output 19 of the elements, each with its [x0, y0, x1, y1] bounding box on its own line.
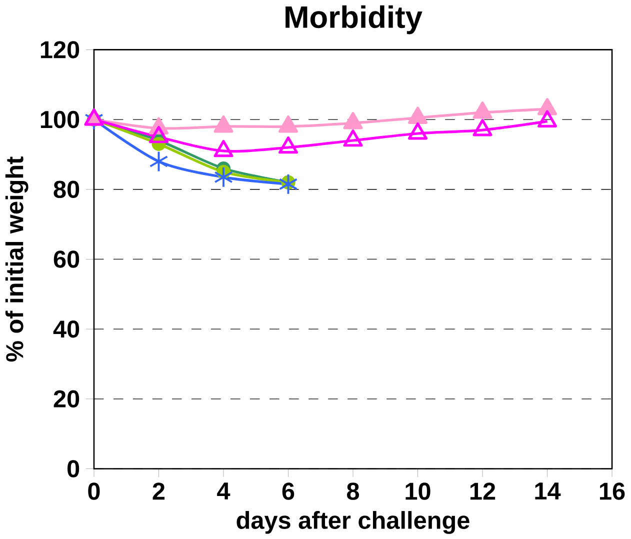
x-tick-label: 6	[282, 482, 294, 500]
y-tick-label: 120	[40, 40, 80, 58]
x-tick-label: 16	[600, 482, 625, 500]
y-tick-label: 80	[54, 180, 80, 198]
y-axis-title: % of initial weight	[5, 156, 28, 362]
x-tick-label: 10	[406, 482, 430, 500]
x-tick-label: 0	[88, 482, 100, 500]
y-tick-label: 0	[68, 460, 80, 478]
x-tick-label: 8	[346, 482, 360, 500]
y-tick-label: 100	[40, 110, 80, 128]
x-axis-title: days after challenge	[236, 510, 470, 534]
x-tick-label: 2	[152, 482, 165, 500]
x-tick-label: 14	[535, 482, 561, 500]
x-tick-label: 4	[217, 482, 230, 500]
y-tick-label: 20	[54, 390, 80, 408]
x-tick-label: 12	[470, 482, 496, 500]
y-tick-label: 60	[54, 250, 80, 268]
chart-title: Morbidity	[286, 5, 422, 34]
y-tick-label: 40	[53, 320, 80, 338]
